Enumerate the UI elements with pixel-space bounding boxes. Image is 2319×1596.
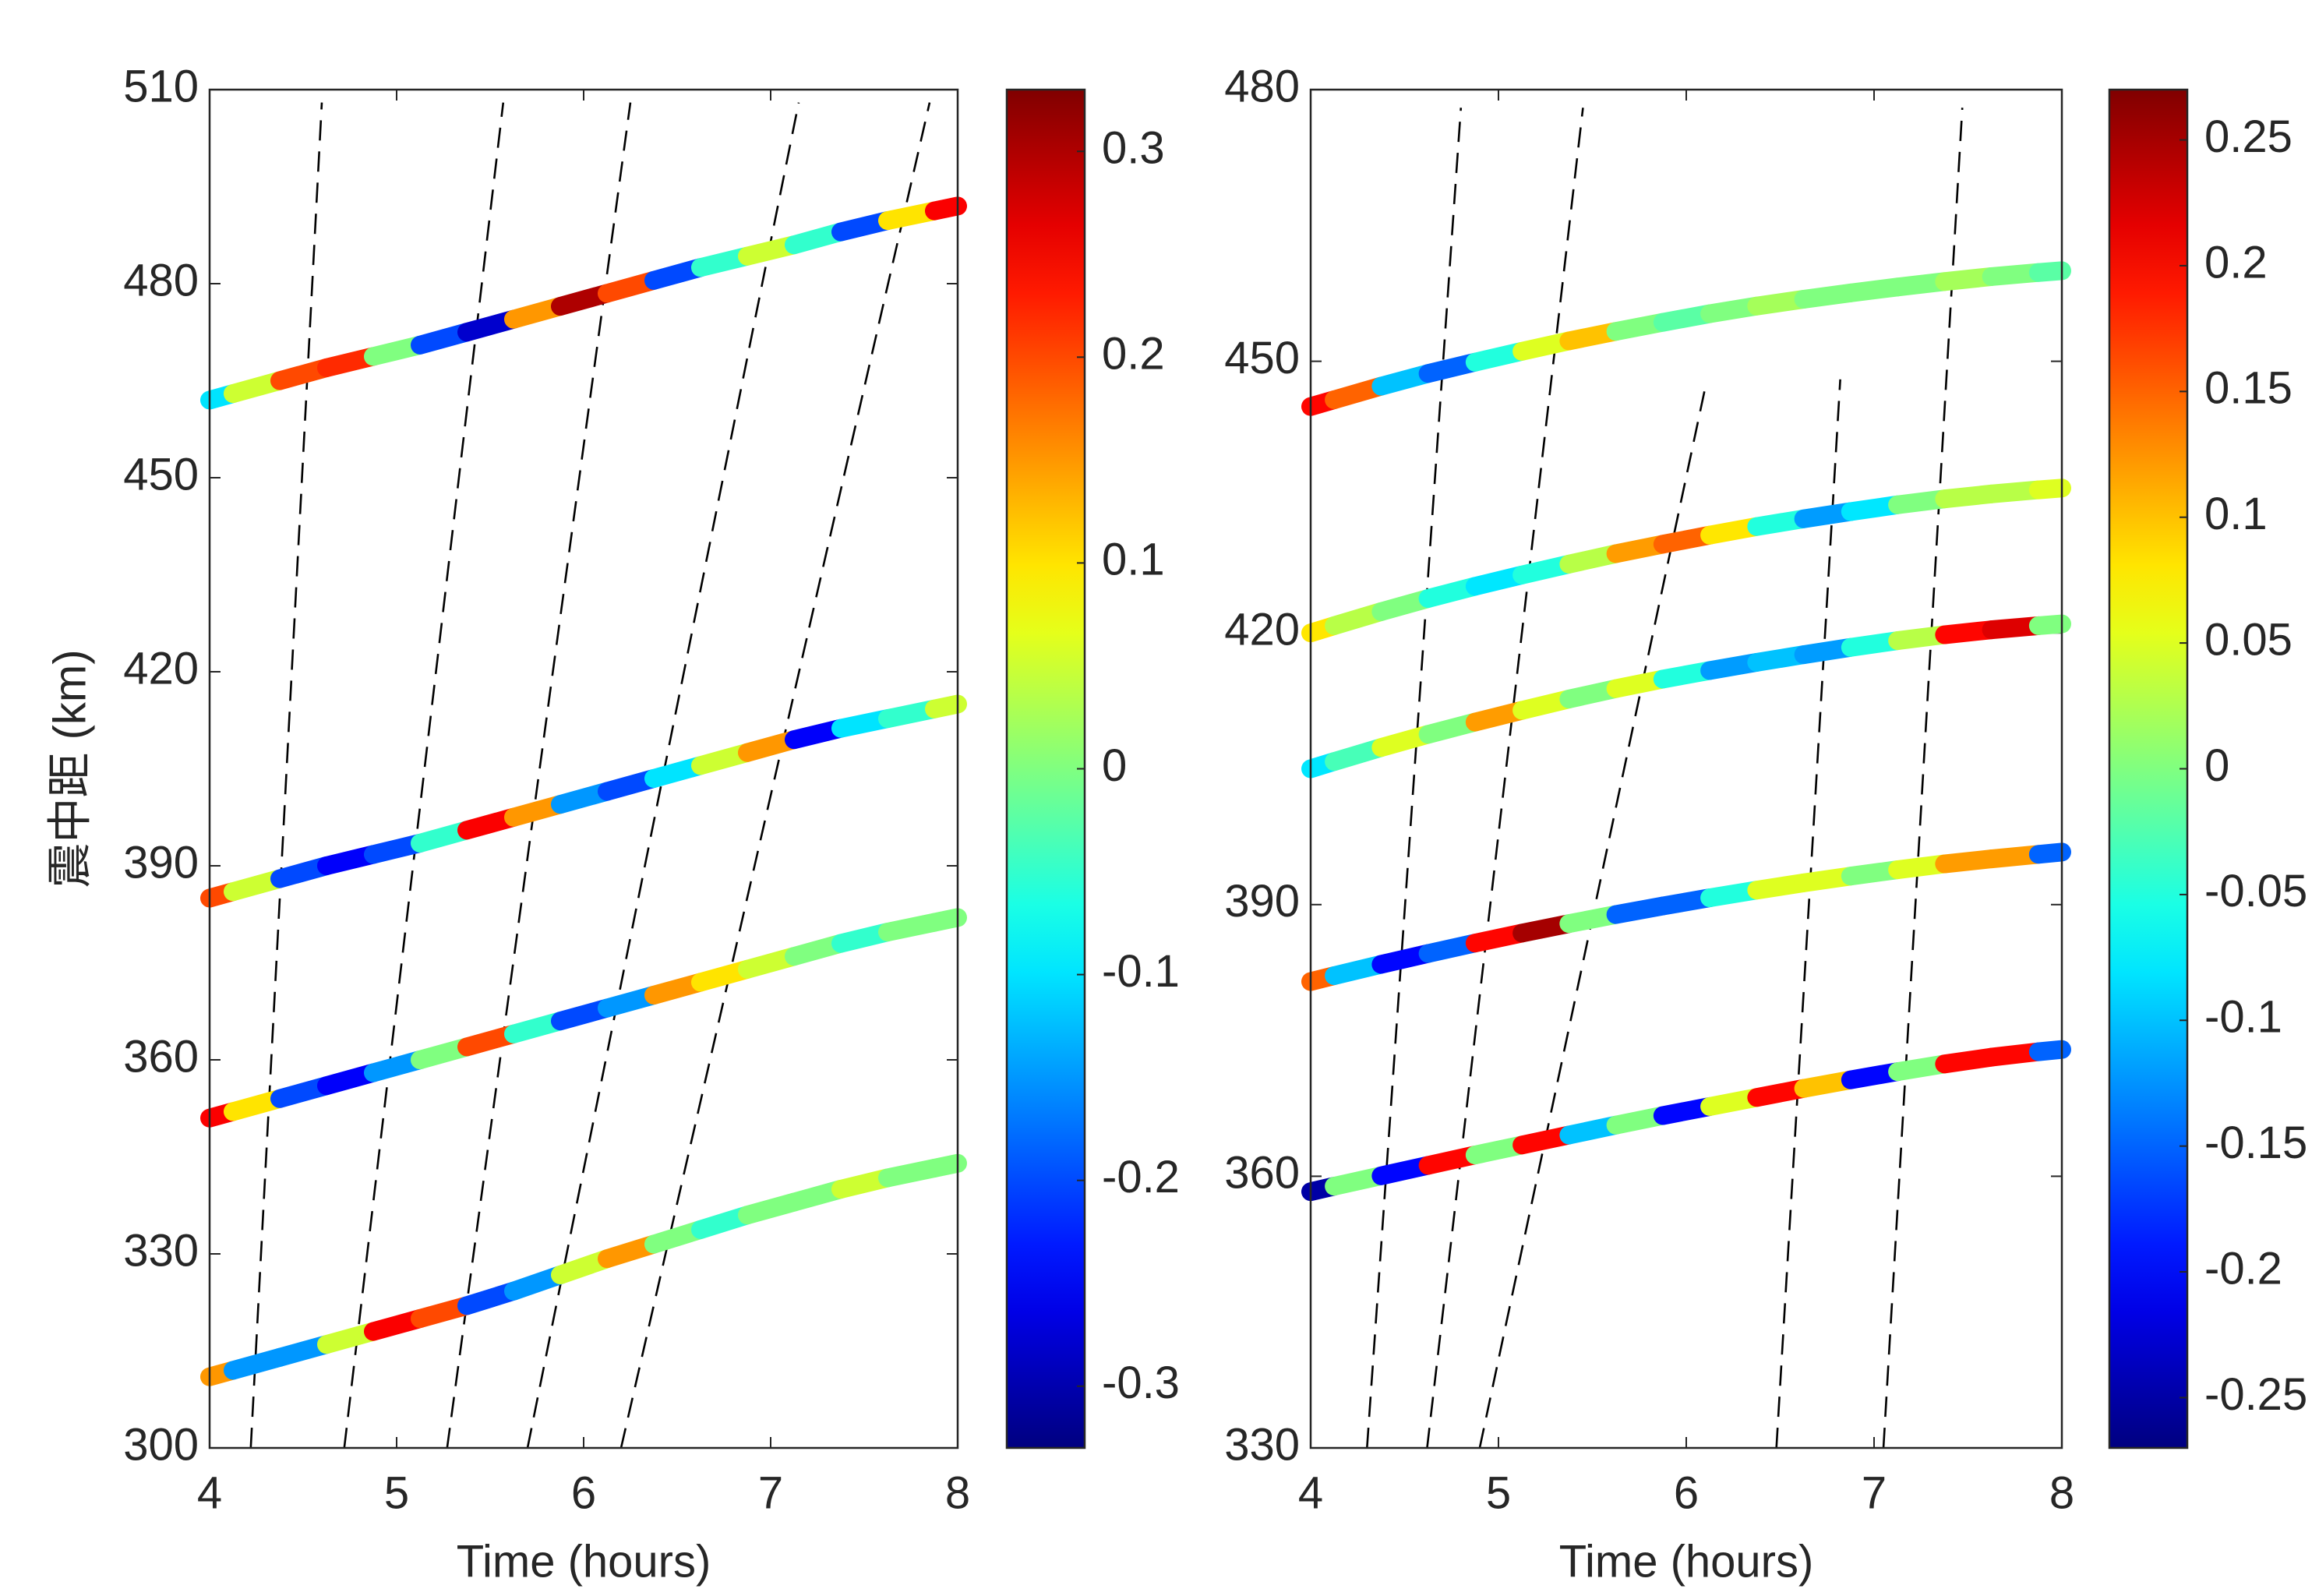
y-tick-label: 450	[123, 449, 199, 500]
dashed-line	[619, 102, 931, 1448]
trace-segment	[2028, 478, 2071, 500]
y-tick-label: 300	[123, 1419, 199, 1470]
y-axis-label: 震中距 (km)	[44, 649, 95, 888]
x-tick-label: 4	[197, 1467, 222, 1518]
colorbar-tick-label: 0	[1102, 740, 1127, 791]
trace-segment	[925, 1153, 967, 1178]
y-tick-label: 360	[1224, 1148, 1300, 1199]
x-axis-label: Time (hours)	[457, 1536, 711, 1587]
colorbar	[1005, 88, 1086, 1449]
plot-area	[210, 90, 958, 1448]
colorbar-tick-label: 0	[2204, 740, 2229, 791]
x-tick-label: 4	[1298, 1467, 1323, 1518]
dashed-line	[1882, 108, 1964, 1448]
y-tick-label: 360	[123, 1031, 199, 1082]
colorbar-tick-label: 0.1	[2204, 489, 2268, 539]
colorbar-tick-label: 0.25	[2204, 111, 2293, 162]
trace-segment	[925, 694, 967, 719]
x-tick-label: 6	[1674, 1467, 1699, 1518]
dashed-line	[1426, 108, 1584, 1448]
y-tick-label: 420	[123, 643, 199, 694]
colorbar-tick-label: 0.15	[2204, 363, 2293, 414]
colorbar-tick-label: -0.1	[2204, 992, 2282, 1043]
axes-frame	[208, 88, 959, 1449]
colorbar-tick-label: 0.3	[1102, 123, 1165, 174]
trace-segment	[925, 908, 967, 932]
x-tick-label: 5	[384, 1467, 409, 1518]
dashed-line	[446, 102, 632, 1448]
colorbar-tick-label: -0.2	[2204, 1243, 2282, 1294]
y-tick-label: 450	[1224, 333, 1300, 383]
x-tick-label: 8	[2049, 1467, 2074, 1518]
y-tick-label: 420	[1224, 605, 1300, 655]
x-tick-label: 8	[945, 1467, 970, 1518]
dashed-line	[1775, 379, 1841, 1448]
y-tick-label: 510	[123, 61, 199, 111]
y-tick-label: 330	[1224, 1419, 1300, 1470]
y-tick-label: 330	[123, 1225, 199, 1276]
y-tick-label: 390	[123, 837, 199, 888]
plot-area	[1311, 90, 2062, 1448]
trace-segment	[2028, 1040, 2071, 1061]
dashed-line	[1366, 108, 1463, 1448]
trace-segment	[925, 196, 967, 221]
colorbar-tick-label: -0.25	[2204, 1369, 2307, 1420]
y-tick-label: 480	[1224, 61, 1300, 111]
y-tick-label: 390	[1224, 876, 1300, 927]
colorbar-tick-label: -0.15	[2204, 1118, 2307, 1168]
x-tick-label: 7	[1862, 1467, 1887, 1518]
colorbar-tick-label: 0.1	[1102, 535, 1165, 585]
colorbar-tick-label: 0.2	[2204, 237, 2268, 288]
colorbar-tick-label: -0.2	[1102, 1152, 1180, 1202]
colorbar-tick-label: -0.05	[2204, 866, 2307, 916]
trace-segment	[2028, 614, 2071, 635]
colorbar-tick-label: -0.3	[1102, 1358, 1180, 1408]
x-tick-label: 5	[1486, 1467, 1511, 1518]
colorbar	[2108, 88, 2189, 1449]
trace-segment	[2028, 842, 2071, 864]
colorbar-tick-label: -0.1	[1102, 946, 1180, 997]
trace-segment	[2028, 261, 2071, 282]
x-tick-label: 7	[758, 1467, 783, 1518]
colorbar-tick-label: 0.05	[2204, 614, 2293, 665]
x-axis-label: Time (hours)	[1559, 1536, 1814, 1587]
dashed-line	[249, 102, 323, 1448]
x-tick-label: 6	[571, 1467, 596, 1518]
colorbar-tick-label: 0.2	[1102, 329, 1165, 380]
axes-frame	[1309, 88, 2063, 1449]
y-tick-label: 480	[123, 255, 199, 305]
